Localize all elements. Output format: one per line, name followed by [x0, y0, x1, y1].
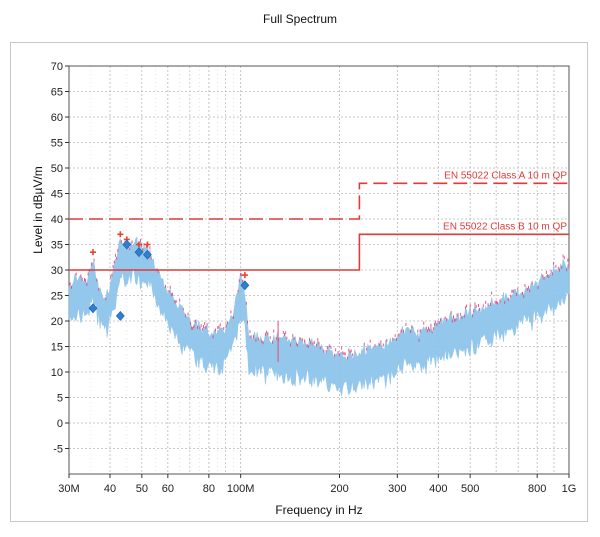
peak-marker — [144, 241, 151, 248]
y-tick-label: 25 — [51, 291, 63, 303]
x-tick-label: 300 — [388, 483, 406, 495]
limit-label: EN 55022 Class A 10 m QP — [444, 170, 567, 181]
y-tick-label: 40 — [51, 214, 63, 226]
peak-marker — [241, 272, 248, 279]
peak-marker — [117, 231, 124, 238]
y-tick-label: 0 — [57, 418, 63, 430]
y-tick-label: 55 — [51, 138, 63, 150]
y-tick-label: 20 — [51, 316, 63, 328]
y-tick-label: 15 — [51, 342, 63, 354]
x-tick-label: 100M — [227, 483, 255, 495]
peak-marker — [90, 249, 97, 256]
x-tick-label: 50 — [136, 483, 148, 495]
y-tick-label: 70 — [51, 61, 63, 73]
y-tick-label: 10 — [51, 367, 63, 379]
y-tick-label: 30 — [51, 265, 63, 277]
qp-marker — [134, 247, 144, 258]
y-axis-label: Level in dBµV/m — [31, 166, 45, 254]
qp-marker — [240, 280, 250, 291]
chart-frame — [10, 42, 588, 522]
qp-marker — [143, 249, 152, 260]
y-tick-label: 50 — [51, 163, 63, 175]
y-tick-label: 35 — [51, 240, 63, 252]
qp-marker — [88, 303, 98, 314]
x-tick-label: 500 — [461, 483, 479, 495]
limit-label: EN 55022 Class B 10 m QP — [443, 221, 567, 232]
chart-title: Full Spectrum — [262, 12, 338, 26]
y-tick-label: 65 — [51, 87, 63, 99]
qp-marker — [115, 310, 125, 321]
y-tick-label: -5 — [53, 444, 63, 456]
x-tick-label: 800 — [528, 483, 546, 495]
y-tick-label: 60 — [51, 112, 63, 124]
x-tick-label: 400 — [429, 483, 447, 495]
x-tick-label: 60 — [162, 483, 174, 495]
limit-line-class-b — [69, 233, 569, 271]
peak-marker — [135, 241, 142, 248]
y-tick-label: 45 — [51, 189, 63, 201]
y-tick-label: 5 — [57, 393, 63, 405]
x-tick-label: 40 — [104, 483, 116, 495]
x-tick-label: 80 — [203, 483, 215, 495]
x-axis-label: Frequency in Hz — [275, 503, 362, 517]
x-tick-label: 30M — [58, 483, 79, 495]
qp-marker — [122, 239, 132, 250]
x-tick-label: 200 — [330, 483, 348, 495]
limit-line-class-a — [69, 182, 569, 220]
x-tick-label: 1G — [562, 483, 577, 495]
spectrum-trace — [68, 236, 570, 396]
